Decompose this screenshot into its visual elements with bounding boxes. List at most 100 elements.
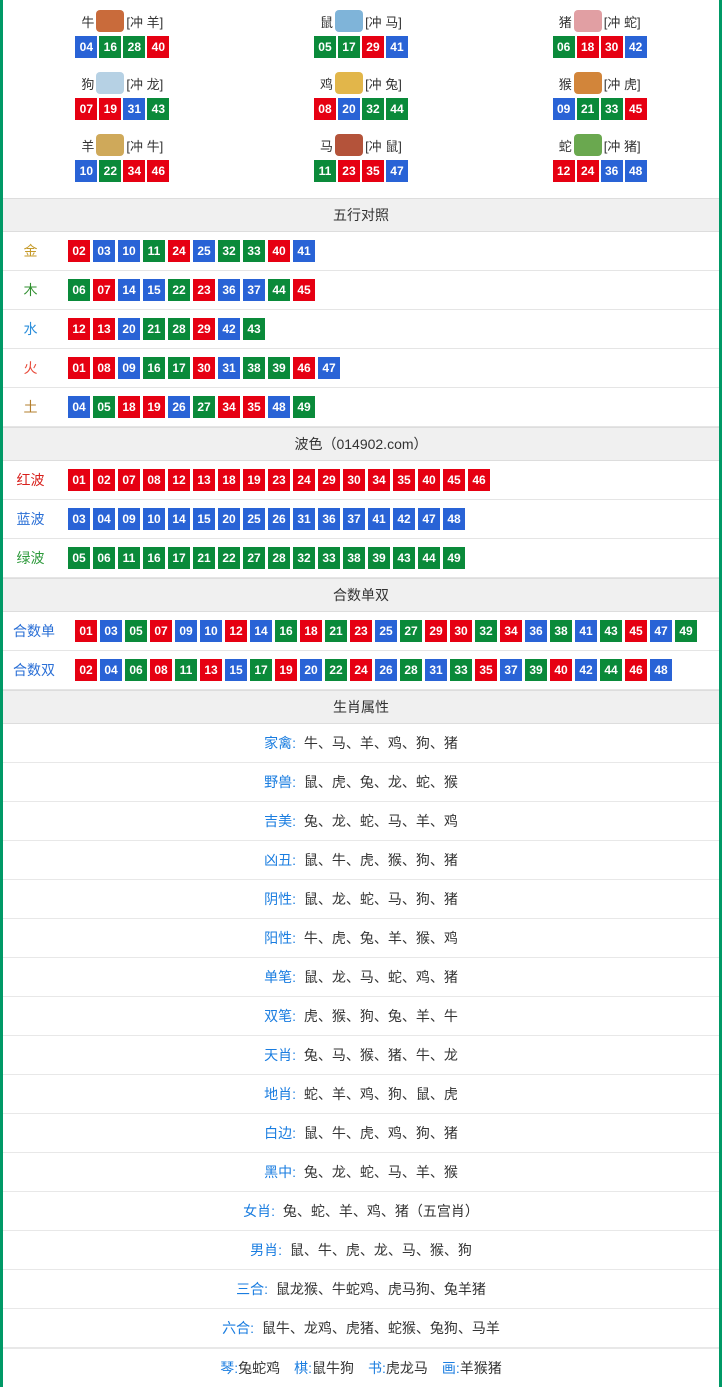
- number-chip: 47: [418, 508, 440, 530]
- zodiac-grid: 牛[冲 羊]04162840鼠[冲 马]05172941猪[冲 蛇]061830…: [3, 0, 719, 198]
- number-chip: 17: [338, 36, 360, 58]
- number-chip: 38: [550, 620, 572, 642]
- number-chip: 05: [125, 620, 147, 642]
- zodiac-icon: [574, 72, 602, 94]
- number-chip: 08: [314, 98, 336, 120]
- zodiac-title: 羊[冲 牛]: [3, 134, 242, 156]
- number-chip: 19: [275, 659, 297, 681]
- number-chip: 11: [143, 240, 165, 262]
- attr-cell: 双笔: 虎、猴、狗、兔、羊、牛: [3, 997, 719, 1036]
- attr-cell: 家禽: 牛、马、羊、鸡、狗、猪: [3, 724, 719, 763]
- number-chip: 22: [168, 279, 190, 301]
- attr-row: 野兽: 鼠、虎、兔、龙、蛇、猴: [3, 763, 719, 802]
- row-nums: 1213202128294243: [58, 310, 719, 349]
- number-chip: 20: [300, 659, 322, 681]
- number-chip: 34: [368, 469, 390, 491]
- attr-label: 家禽:: [264, 735, 296, 751]
- attr-cell: 凶丑: 鼠、牛、虎、猴、狗、猪: [3, 841, 719, 880]
- number-chip: 39: [525, 659, 547, 681]
- row-nums: 02031011242532334041: [58, 232, 719, 271]
- attr-cell: 单笔: 鼠、龙、马、蛇、鸡、猪: [3, 958, 719, 997]
- number-chip: 49: [675, 620, 697, 642]
- attr-value: 牛、虎、兔、羊、猴、鸡: [300, 930, 458, 946]
- number-chip: 16: [275, 620, 297, 642]
- number-chip: 07: [150, 620, 172, 642]
- number-chip: 33: [450, 659, 472, 681]
- number-chip: 02: [93, 469, 115, 491]
- row-label: 火: [3, 349, 58, 388]
- attr-value: 鼠、虎、兔、龙、蛇、猴: [300, 774, 458, 790]
- number-chip: 11: [314, 160, 336, 182]
- attr-label: 六合:: [222, 1320, 254, 1336]
- attr-value: 鼠、龙、马、蛇、鸡、猪: [300, 969, 458, 985]
- number-chip: 34: [123, 160, 145, 182]
- number-chip: 24: [350, 659, 372, 681]
- number-chip: 41: [575, 620, 597, 642]
- number-chip: 30: [450, 620, 472, 642]
- table-row: 金02031011242532334041: [3, 232, 719, 271]
- number-chip: 41: [368, 508, 390, 530]
- attr-value: 兔、龙、蛇、马、羊、鸡: [300, 813, 458, 829]
- number-chip: 29: [193, 318, 215, 340]
- number-chip: 05: [68, 547, 90, 569]
- table-row: 土04051819262734354849: [3, 388, 719, 427]
- row-label: 蓝波: [3, 500, 58, 539]
- number-chip: 49: [443, 547, 465, 569]
- zodiac-cell: 马[冲 鼠]11233547: [242, 130, 481, 192]
- number-chip: 21: [143, 318, 165, 340]
- attr-label: 天肖:: [264, 1047, 296, 1063]
- attr-label: 黑中:: [264, 1164, 296, 1180]
- number-chip: 20: [218, 508, 240, 530]
- number-chip: 39: [368, 547, 390, 569]
- zodiac-nums: 04162840: [75, 36, 169, 58]
- row-nums: 05061116172122272832333839434449: [58, 539, 719, 578]
- attr-label: 双笔:: [264, 1008, 296, 1024]
- row-label: 红波: [3, 461, 58, 500]
- number-chip: 20: [338, 98, 360, 120]
- number-chip: 35: [362, 160, 384, 182]
- number-chip: 36: [318, 508, 340, 530]
- number-chip: 45: [625, 98, 647, 120]
- number-chip: 04: [68, 396, 90, 418]
- attr-row: 六合: 鼠牛、龙鸡、虎猪、蛇猴、兔狗、马羊: [3, 1309, 719, 1348]
- attr-value: 鼠、牛、虎、鸡、狗、猪: [300, 1125, 458, 1141]
- attr-value: 鼠、龙、蛇、马、狗、猪: [300, 891, 458, 907]
- bottom-value: 兔蛇鸡: [238, 1360, 280, 1376]
- number-chip: 29: [362, 36, 384, 58]
- number-chip: 03: [68, 508, 90, 530]
- number-chip: 27: [400, 620, 422, 642]
- wuxing-table: 金02031011242532334041木060714152223363744…: [3, 232, 719, 427]
- zodiac-nums: 10223446: [75, 160, 169, 182]
- number-chip: 06: [553, 36, 575, 58]
- number-chip: 06: [125, 659, 147, 681]
- attr-label: 三合:: [236, 1281, 268, 1297]
- number-chip: 24: [168, 240, 190, 262]
- number-chip: 12: [168, 469, 190, 491]
- number-chip: 10: [200, 620, 222, 642]
- bottom-label: 画:: [442, 1360, 460, 1376]
- number-chip: 36: [525, 620, 547, 642]
- number-chip: 28: [268, 547, 290, 569]
- number-chip: 33: [243, 240, 265, 262]
- row-nums: 04051819262734354849: [58, 388, 719, 427]
- number-chip: 11: [175, 659, 197, 681]
- zodiac-cell: 猪[冲 蛇]06183042: [480, 6, 719, 68]
- number-chip: 35: [393, 469, 415, 491]
- attr-label: 阳性:: [264, 930, 296, 946]
- number-chip: 18: [577, 36, 599, 58]
- zodiac-clash: [冲 马]: [365, 12, 402, 31]
- number-chip: 31: [123, 98, 145, 120]
- number-chip: 37: [243, 279, 265, 301]
- number-chip: 17: [168, 547, 190, 569]
- attr-row: 男肖: 鼠、牛、虎、龙、马、猴、狗: [3, 1231, 719, 1270]
- section-header-wuxing: 五行对照: [3, 198, 719, 232]
- zodiac-icon: [574, 134, 602, 156]
- table-row: 绿波05061116172122272832333839434449: [3, 539, 719, 578]
- attr-row: 黑中: 兔、龙、蛇、马、羊、猴: [3, 1153, 719, 1192]
- table-row: 蓝波03040910141520252631363741424748: [3, 500, 719, 539]
- attr-row: 阳性: 牛、虎、兔、羊、猴、鸡: [3, 919, 719, 958]
- number-chip: 26: [168, 396, 190, 418]
- heshu-table: 合数单0103050709101214161821232527293032343…: [3, 612, 719, 690]
- bose-table: 红波0102070812131819232429303435404546蓝波03…: [3, 461, 719, 578]
- number-chip: 05: [93, 396, 115, 418]
